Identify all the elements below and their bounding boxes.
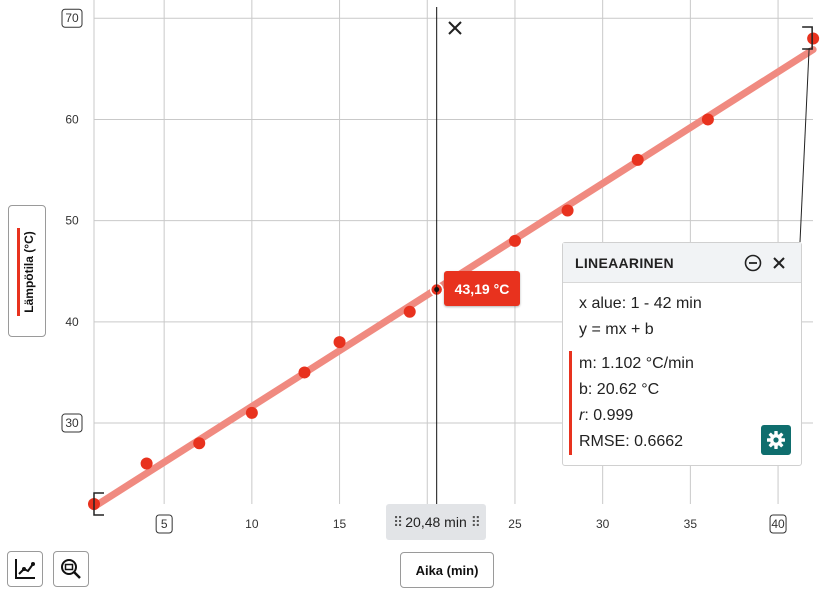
data-point — [193, 437, 206, 450]
cursor-readout: 43,19 °C — [444, 271, 520, 306]
x-tick-label: 35 — [684, 517, 698, 531]
graph-tools-icon — [15, 559, 35, 579]
data-points — [88, 32, 820, 510]
data-point — [561, 204, 574, 217]
range-bracket-right — [802, 26, 813, 50]
x-tick-label: 15 — [333, 517, 347, 531]
gear-icon — [767, 431, 785, 449]
panel-title: LINEAARINEN — [575, 254, 674, 271]
fit-range: x alue: 1 - 42 min — [579, 295, 702, 312]
panel-body: x alue: 1 - 42 min y = mx + b m: 1.102 °… — [563, 283, 801, 463]
fit-intercept: b: 20.62 °C — [579, 381, 660, 398]
x-tick-label: 40 — [771, 517, 785, 531]
y-axis-label-button[interactable]: Lämpötila (°C) — [8, 205, 46, 337]
fit-settings-button[interactable] — [761, 425, 791, 455]
drag-handle-icon[interactable]: ⠿ — [392, 513, 403, 530]
fit-r-value: : 0.999 — [584, 407, 634, 424]
data-point — [701, 113, 714, 126]
cursor-close-icon[interactable] — [448, 21, 462, 35]
fit-r: r: 0.999 — [579, 403, 785, 429]
data-point — [298, 366, 311, 379]
y-tick-box — [61, 8, 83, 28]
range-brackets — [93, 26, 813, 516]
x-tick-label: 25 — [508, 517, 522, 531]
fit-slope: m: 1.102 °C/min — [579, 355, 694, 372]
series-color-bar — [17, 228, 20, 316]
zoom-icon — [61, 559, 81, 579]
panel-connector — [799, 47, 810, 243]
zoom-button[interactable] — [53, 551, 89, 587]
close-icon[interactable] — [769, 253, 789, 273]
cursor-x-chip[interactable]: ⠿ 20,48 min ⠿ — [386, 504, 486, 540]
y-tick-box — [61, 413, 83, 433]
curve-fit-panel: LINEAARINEN x alue: 1 - 42 min y = mx + … — [562, 242, 802, 466]
y-tick-labels: 30 40 50 60 70 — [61, 8, 83, 433]
x-axis-label-button[interactable]: Aika (min) — [400, 552, 494, 588]
data-point — [508, 234, 521, 247]
y-tick-label: 50 — [65, 214, 79, 228]
data-point — [245, 406, 258, 419]
y-tick-label: 60 — [65, 112, 79, 126]
fit-equation: y = mx + b — [579, 321, 654, 338]
x-tick-label: 30 — [596, 517, 610, 531]
data-point — [403, 305, 416, 318]
graph-tools-button[interactable] — [7, 551, 43, 587]
data-point — [807, 32, 820, 45]
fit-r-label: r — [579, 407, 585, 424]
drag-handle-icon[interactable]: ⠿ — [470, 513, 481, 530]
fit-rmse: RMSE: 0.6662 — [579, 433, 684, 450]
y-tick-label: 70 — [65, 11, 79, 25]
fit-stats: m: 1.102 °C/min b: 20.62 °C r: 0.999 RMS… — [569, 351, 785, 455]
x-tick-label: 5 — [161, 517, 168, 531]
data-point — [333, 336, 346, 349]
data-point — [631, 153, 644, 166]
x-tick-box — [769, 514, 787, 534]
x-tick-box — [155, 514, 173, 534]
minimize-icon[interactable] — [743, 253, 763, 273]
panel-header: LINEAARINEN — [563, 243, 801, 283]
data-point — [140, 457, 153, 470]
x-tick-label: 10 — [245, 517, 259, 531]
y-tick-label: 30 — [65, 416, 79, 430]
range-bracket-left — [93, 492, 104, 516]
cursor-x-label: 20,48 min — [405, 514, 467, 530]
y-tick-label: 40 — [65, 315, 79, 329]
y-axis-label: Lämpötila (°C) — [22, 231, 36, 313]
